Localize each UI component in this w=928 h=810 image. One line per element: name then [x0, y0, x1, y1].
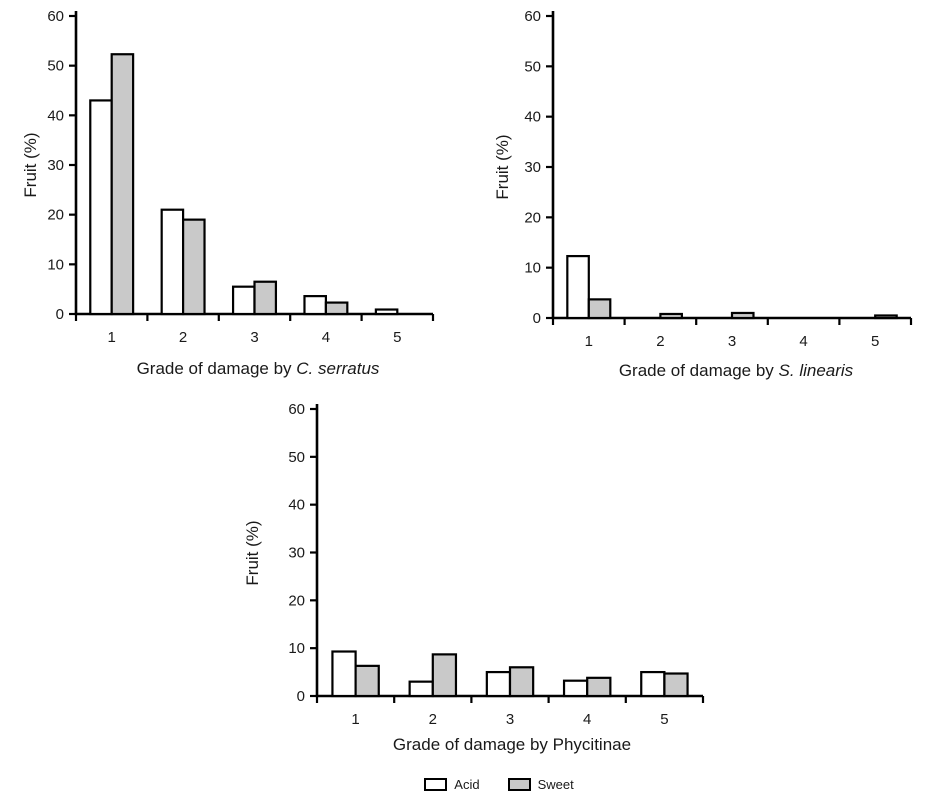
y-tick-label-30: 30	[288, 545, 305, 562]
y-tick-label-0: 0	[533, 310, 541, 327]
sweet-swatch-icon	[507, 778, 531, 791]
bar-sweet-grade-4	[586, 676, 612, 698]
x-category-label-4: 4	[583, 711, 591, 728]
x-category-label-2: 2	[179, 329, 187, 346]
bar-acid-grade-3	[485, 670, 512, 698]
bar-sweet-grade-1	[110, 53, 135, 316]
bar-sweet-grade-3	[253, 280, 278, 316]
bar-acid-grade-1	[331, 650, 357, 698]
y-tick-label-10: 10	[524, 260, 541, 277]
x-category-label-1: 1	[351, 711, 359, 728]
y-tick-label-50: 50	[288, 449, 305, 466]
bar-sweet-grade-5	[663, 672, 689, 698]
legend-item-sweet: Sweet	[507, 777, 574, 792]
y-tick-label-50: 50	[524, 58, 541, 75]
y-tick-label-30: 30	[47, 157, 64, 174]
x-category-label-4: 4	[322, 329, 330, 346]
bar-acid-grade-2	[408, 680, 434, 698]
x-category-label-3: 3	[506, 711, 514, 728]
y-tick-label-40: 40	[288, 497, 305, 514]
y-tick-label-20: 20	[47, 207, 64, 224]
y-tick-label-40: 40	[524, 109, 541, 126]
y-tick-label-60: 60	[47, 8, 64, 25]
y-tick-label-0: 0	[56, 306, 64, 323]
y-tick-label-20: 20	[524, 209, 541, 226]
x-axis-title: Grade of damage by S. linearis	[619, 361, 854, 380]
x-category-label-1: 1	[585, 333, 593, 350]
x-category-label-2: 2	[429, 711, 437, 728]
bar-sweet-grade-3	[508, 666, 535, 698]
bar-sweet-grade-2	[182, 218, 206, 316]
chart-1: 0 10 20 30 40 50 60 1 2 3 4 5 Fruit (%) Grade of dama…	[21, 8, 435, 378]
bar-acid-grade-5	[374, 308, 399, 316]
legend-label-acid: Acid	[454, 777, 480, 792]
y-tick-label-0: 0	[297, 688, 305, 705]
y-axis-title: Fruit (%)	[21, 132, 40, 197]
bar-acid-grade-2	[160, 208, 185, 316]
bar-acid-grade-1	[89, 99, 113, 316]
y-axis-title: Fruit (%)	[243, 520, 262, 585]
x-category-label-2: 2	[656, 333, 664, 350]
y-tick-label-60: 60	[524, 8, 541, 25]
bar-acid-grade-1	[566, 254, 590, 320]
x-category-label-5: 5	[871, 333, 879, 350]
y-tick-label-20: 20	[288, 592, 305, 609]
bar-acid-grade-4	[303, 295, 328, 316]
chart-3: 0 10 20 30 40 50 60 1 2 3 4 5 Fruit (%) Grade of dama…	[243, 401, 705, 754]
acid-swatch-icon	[424, 778, 448, 791]
legend-item-acid: Acid	[424, 777, 480, 792]
x-category-label-5: 5	[393, 329, 401, 346]
bar-sweet-grade-1	[587, 298, 612, 320]
chart-2: 0 10 20 30 40 50 60 1 2 3 4 5 Fruit (%) Grade of dama…	[493, 8, 913, 380]
legend: Acid Sweet	[0, 778, 928, 791]
x-category-label-3: 3	[250, 329, 258, 346]
y-tick-label-50: 50	[47, 58, 64, 75]
y-axis-title: Fruit (%)	[493, 134, 512, 199]
bar-sweet-grade-5	[874, 314, 898, 320]
bar-sweet-grade-3	[730, 311, 755, 320]
bar-sweet-grade-2	[659, 312, 683, 320]
x-category-label-3: 3	[728, 333, 736, 350]
bar-sweet-grade-1	[354, 664, 380, 698]
bar-sweet-grade-2	[431, 653, 458, 698]
x-axis-title: Grade of damage by C. serratus	[137, 359, 380, 378]
x-category-label-1: 1	[108, 329, 116, 346]
y-tick-label-40: 40	[47, 107, 64, 124]
x-category-label-4: 4	[799, 333, 807, 350]
bar-acid-grade-5	[640, 670, 666, 698]
y-tick-label-30: 30	[524, 159, 541, 176]
x-category-label-5: 5	[660, 711, 668, 728]
y-tick-label-10: 10	[47, 256, 64, 273]
bar-sweet-grade-4	[324, 301, 349, 316]
x-axis-title: Grade of damage by Phycitinae	[393, 735, 631, 754]
bar-acid-grade-4	[562, 679, 589, 698]
y-tick-label-60: 60	[288, 401, 305, 418]
y-tick-label-10: 10	[288, 640, 305, 657]
legend-label-sweet: Sweet	[537, 777, 574, 792]
bar-acid-grade-3	[231, 285, 256, 316]
